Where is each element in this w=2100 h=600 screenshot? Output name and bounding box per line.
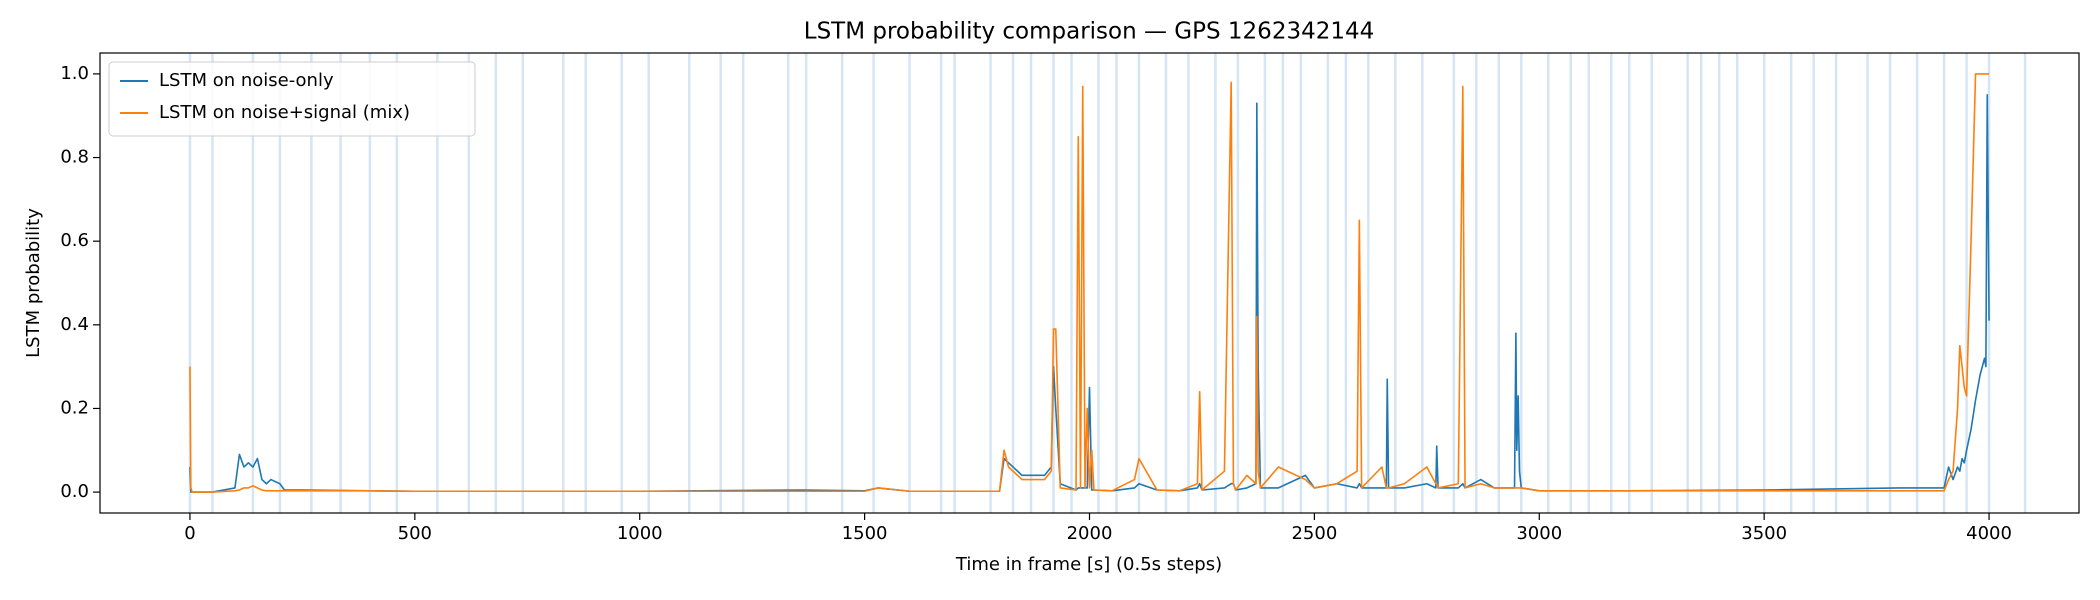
- legend-label: LSTM on noise-only: [159, 70, 334, 91]
- y-tick-label: 0.0: [60, 481, 89, 502]
- x-axis-label: Time in frame [s] (0.5s steps): [955, 554, 1222, 575]
- y-tick-label: 0.8: [60, 147, 89, 168]
- legend-label: LSTM on noise+signal (mix): [159, 102, 410, 123]
- y-tick-label: 0.2: [60, 397, 89, 418]
- plot-frame: [99, 52, 2080, 514]
- x-tick-label: 4000: [1966, 523, 2012, 544]
- x-tick-label: 1000: [617, 523, 663, 544]
- x-tick-label: 3500: [1741, 523, 1787, 544]
- y-tick-label: 0.4: [60, 314, 89, 335]
- series-line: [189, 73, 1990, 493]
- chart-title: LSTM probability comparison — GPS 126234…: [804, 19, 1375, 45]
- x-tick-label: 0: [184, 523, 195, 544]
- x-tick-label: 2000: [1067, 523, 1113, 544]
- x-tick-label: 500: [398, 523, 432, 544]
- x-tick-label: 1500: [842, 523, 888, 544]
- legend: LSTM on noise-only LSTM on noise+signal (…: [108, 61, 476, 137]
- y-axis-label: LSTM probability: [23, 208, 44, 358]
- x-tick-label: 2500: [1291, 523, 1337, 544]
- x-tick-label: 3000: [1516, 523, 1562, 544]
- legend-box: [108, 61, 476, 137]
- y-tick-label: 0.6: [60, 230, 89, 251]
- y-tick-label: 1.0: [60, 63, 89, 84]
